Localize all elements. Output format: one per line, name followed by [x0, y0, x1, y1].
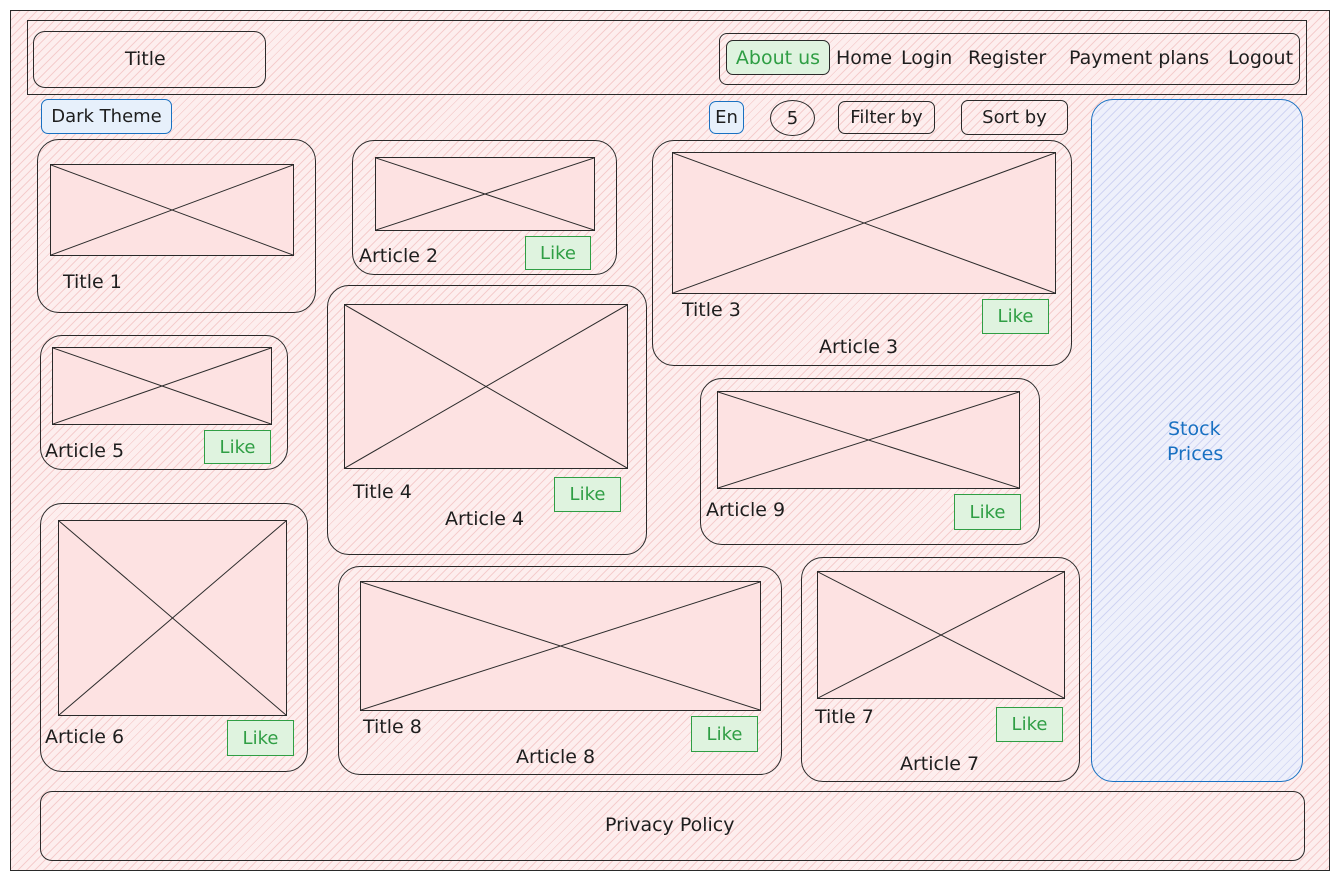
card-8-article: Article 8 — [516, 746, 596, 768]
image-placeholder-5 — [52, 347, 272, 425]
image-placeholder-7 — [817, 571, 1065, 699]
footer-bar — [40, 791, 1305, 861]
like-button-7[interactable]: Like — [996, 707, 1063, 742]
card-4-article: Article 4 — [445, 508, 525, 530]
like-button-5[interactable]: Like — [204, 430, 271, 464]
article-card-5[interactable] — [40, 335, 288, 470]
stock-prices-label-line1: Stock — [1168, 418, 1221, 440]
card-4-title: Title 4 — [353, 481, 412, 503]
card-8-title: Title 8 — [363, 716, 422, 738]
like-button-2[interactable]: Like — [525, 236, 591, 270]
like-button-9[interactable]: Like — [954, 494, 1021, 530]
image-placeholder-1 — [50, 164, 294, 256]
image-placeholder-6 — [58, 520, 287, 716]
nav-bar — [719, 33, 1300, 85]
image-placeholder-3 — [672, 152, 1056, 294]
card-9-article: Article 9 — [706, 499, 786, 521]
article-card-1[interactable] — [37, 139, 316, 313]
dark-theme-label: Dark Theme — [51, 106, 162, 127]
nav-login-link[interactable]: Login — [901, 47, 953, 69]
count-label: 5 — [786, 107, 799, 129]
card-2-article: Article 2 — [359, 245, 439, 267]
card-7-title: Title 7 — [815, 706, 874, 728]
article-card-9[interactable] — [700, 378, 1040, 545]
language-button[interactable]: En — [709, 101, 744, 134]
privacy-policy-link[interactable]: Privacy Policy — [605, 814, 735, 836]
image-placeholder-8 — [360, 581, 761, 711]
card-5-article: Article 5 — [45, 440, 125, 462]
stock-prices-panel — [1091, 99, 1303, 782]
like-button-4[interactable]: Like — [554, 477, 621, 512]
article-card-2[interactable] — [352, 140, 617, 275]
like-button-8[interactable]: Like — [691, 716, 758, 752]
nav-logout-link[interactable]: Logout — [1228, 47, 1294, 69]
page-title: Title — [125, 48, 166, 70]
card-7-article: Article 7 — [900, 753, 980, 775]
title-box[interactable] — [33, 31, 266, 88]
card-1-title: Title 1 — [63, 271, 122, 293]
card-6-article: Article 6 — [45, 726, 125, 748]
image-placeholder-2 — [375, 157, 595, 231]
about-us-button[interactable]: About us — [726, 40, 830, 75]
article-card-6[interactable] — [40, 503, 308, 772]
about-us-label: About us — [735, 46, 821, 69]
article-card-3[interactable] — [652, 140, 1072, 366]
nav-payment-plans-link[interactable]: Payment plans — [1069, 47, 1210, 69]
card-3-title: Title 3 — [682, 299, 741, 321]
article-card-8[interactable] — [338, 566, 782, 775]
like-button-6[interactable]: Like — [227, 720, 294, 756]
image-placeholder-9 — [717, 391, 1020, 489]
article-card-4[interactable] — [327, 285, 647, 555]
image-placeholder-4 — [344, 304, 628, 469]
sort-by-label: Sort by — [982, 107, 1047, 128]
like-button-3[interactable]: Like — [982, 299, 1049, 334]
count-badge[interactable]: 5 — [770, 100, 815, 136]
sort-by-button[interactable]: Sort by — [961, 100, 1068, 135]
card-3-article: Article 3 — [819, 336, 899, 358]
filter-by-button[interactable]: Filter by — [838, 101, 935, 134]
article-card-7[interactable] — [801, 557, 1080, 782]
filter-by-label: Filter by — [850, 107, 923, 128]
nav-home-link[interactable]: Home — [836, 47, 893, 69]
stock-prices-label-line2: Prices — [1167, 443, 1224, 465]
dark-theme-button[interactable]: Dark Theme — [41, 99, 172, 134]
language-label: En — [715, 107, 738, 128]
nav-register-link[interactable]: Register — [968, 47, 1047, 69]
